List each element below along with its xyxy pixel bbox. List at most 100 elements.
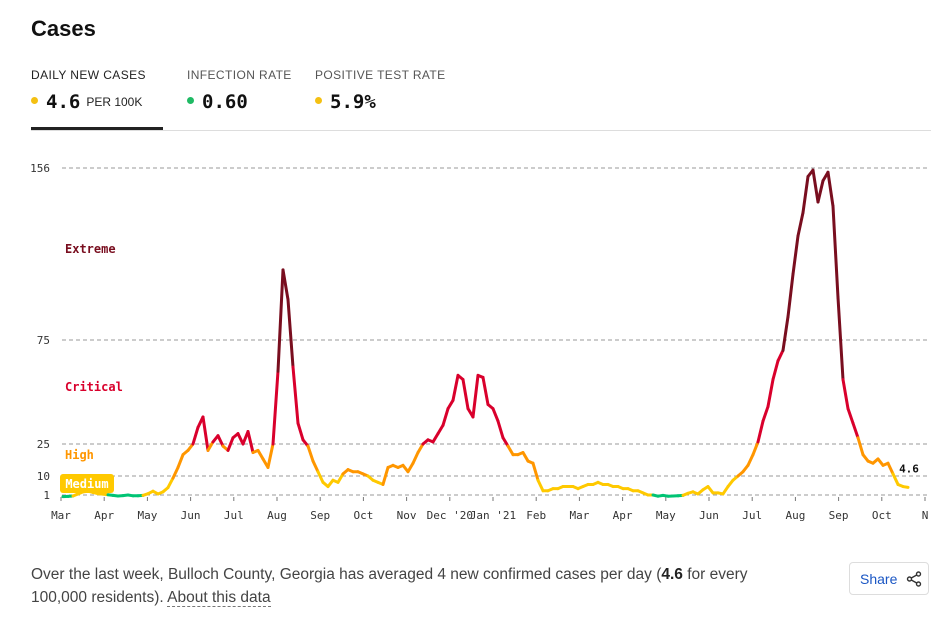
- series-segment: [776, 348, 785, 363]
- series-segment: [226, 436, 235, 452]
- x-tick-label: Sep: [310, 509, 330, 522]
- tab-label: DAILY NEW CASES: [31, 68, 146, 82]
- tab-infection-rate[interactable]: INFECTION RATE 0.60: [187, 68, 292, 113]
- tab-label: INFECTION RATE: [187, 68, 292, 82]
- series-segment: [461, 378, 470, 411]
- series-segment: [536, 478, 545, 493]
- series-segment: [286, 298, 295, 369]
- description-text-after: for every 100,000 residents).: [31, 566, 748, 606]
- series-segment: [416, 442, 425, 455]
- series-segment: [406, 461, 415, 474]
- share-label: Share: [860, 571, 898, 587]
- series-segment: [451, 373, 460, 402]
- series-segment: [381, 465, 390, 486]
- tab-value: 5.9%: [330, 91, 376, 113]
- tab-value: 4.6: [46, 91, 81, 113]
- series-segment: [441, 407, 450, 427]
- series-segment: [846, 407, 855, 425]
- y-tick-label: 75: [37, 334, 50, 347]
- share-button[interactable]: Share: [849, 562, 929, 595]
- series-segment: [316, 470, 325, 484]
- series-segment: [501, 436, 510, 448]
- level-label-box-medium: [60, 474, 114, 493]
- series-segment: [291, 365, 300, 425]
- x-tick-label: May: [656, 509, 676, 522]
- series-segment: [411, 451, 420, 465]
- about-data-link[interactable]: About this data: [167, 589, 271, 607]
- x-tick-label: Mar: [569, 509, 589, 522]
- series-segment: [826, 170, 835, 208]
- series-segment: [436, 423, 445, 436]
- series-segment: [276, 268, 285, 373]
- series-segment: [816, 179, 825, 204]
- series-segment: [271, 369, 280, 446]
- series-segment: [191, 425, 200, 446]
- series-segment: [756, 419, 765, 444]
- last-value-label: 4.6: [899, 462, 919, 475]
- x-tick-label: Apr: [94, 509, 114, 522]
- x-tick-label: Oct: [872, 509, 892, 522]
- x-tick-label: N: [922, 509, 929, 522]
- x-tick-label: Oct: [353, 509, 373, 522]
- series-segment: [781, 315, 790, 352]
- chart-description: Over the last week, Bulloch County, Geor…: [31, 563, 791, 609]
- series-segment: [176, 453, 185, 469]
- x-tick-label: Sep: [829, 509, 849, 522]
- series-segment: [496, 419, 505, 440]
- series-segment: [856, 436, 865, 457]
- series-segment: [296, 421, 305, 442]
- series-segment: [766, 378, 775, 409]
- series-segment: [801, 174, 810, 215]
- series-segment: [266, 442, 275, 469]
- series-segment: [761, 405, 770, 423]
- series-segment: [891, 472, 900, 486]
- series-segment: [796, 211, 805, 238]
- series-segment: [201, 415, 210, 452]
- x-tick-label: Aug: [267, 509, 287, 522]
- x-tick-label: Dec '20: [427, 509, 473, 522]
- x-tick-label: Jun: [699, 509, 719, 522]
- share-icon: [906, 571, 922, 587]
- series-segment: [836, 296, 845, 382]
- series-segment: [206, 440, 215, 452]
- series-segment: [506, 444, 515, 457]
- series-segment: [851, 421, 860, 440]
- tab-daily-new-cases[interactable]: DAILY NEW CASES 4.6 PER 100K: [31, 68, 163, 130]
- y-tick-label: 1: [43, 489, 50, 502]
- cases-chart: 1 10 25 75 156 Extreme Critical High Medium Mar Ap…: [30, 162, 929, 522]
- level-label-extreme: Extreme: [65, 242, 116, 256]
- series-segment: [786, 272, 795, 319]
- y-tick-label: 156: [30, 162, 50, 175]
- series-segment: [336, 472, 345, 484]
- series-segment: [811, 168, 820, 204]
- series-segment: [216, 434, 225, 448]
- level-dot-icon: [315, 97, 322, 105]
- y-tick-label: 10: [37, 470, 50, 483]
- description-text: Over the last week, Bulloch County, Geor…: [31, 566, 662, 583]
- tab-positive-test-rate[interactable]: POSITIVE TEST RATE 5.9%: [315, 68, 446, 113]
- series-segment: [246, 430, 255, 455]
- x-tick-label: Jul: [742, 509, 762, 522]
- tab-unit: PER 100K: [86, 95, 143, 109]
- series-segment: [171, 465, 180, 480]
- series-segment: [311, 459, 320, 474]
- level-label-high: High: [65, 448, 94, 462]
- series-segment: [431, 432, 440, 444]
- x-tick-label: Jul: [224, 509, 244, 522]
- series-segment: [166, 476, 175, 490]
- series-segment: [751, 440, 760, 457]
- page-title: Cases: [31, 16, 96, 41]
- x-tick-label: Apr: [613, 509, 633, 522]
- x-tick-label: Feb: [526, 509, 546, 522]
- x-tick-label: Jun: [181, 509, 201, 522]
- series-segment: [281, 268, 290, 302]
- level-label-critical: Critical: [65, 380, 123, 394]
- series-segment: [481, 375, 490, 406]
- series-segment: [771, 359, 780, 382]
- series-segment: [746, 453, 755, 467]
- x-tick-label: Jan '21: [470, 509, 516, 522]
- level-dot-icon: [187, 97, 194, 105]
- x-tick-label: Nov: [397, 509, 417, 522]
- series-segment: [491, 407, 500, 423]
- tab-label: POSITIVE TEST RATE: [315, 68, 446, 82]
